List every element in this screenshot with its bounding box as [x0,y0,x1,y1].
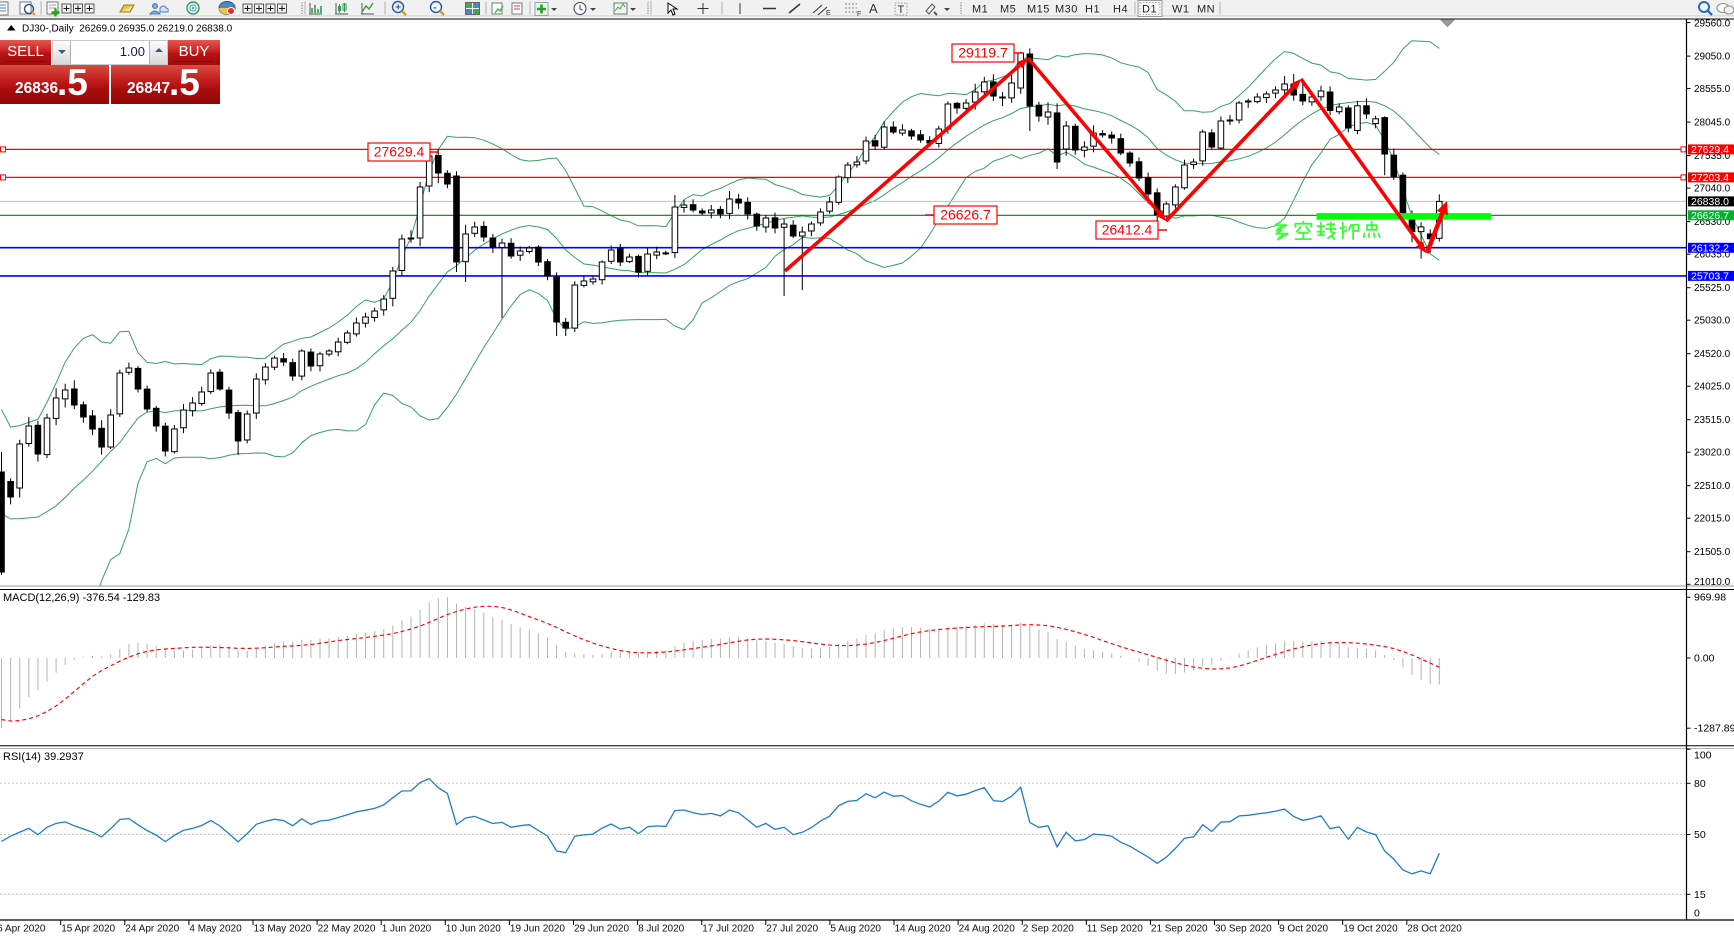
svg-text:27040.0: 27040.0 [1694,184,1731,195]
svg-text:T: T [898,4,905,16]
svg-text:29119.7: 29119.7 [958,45,1008,61]
svg-text:10 Jun 2020: 10 Jun 2020 [446,924,501,935]
svg-text:26132.2: 26132.2 [1691,243,1729,255]
svg-text:28045.0: 28045.0 [1694,118,1731,129]
svg-text:26412.4: 26412.4 [1102,222,1153,238]
svg-text:22 May 2020: 22 May 2020 [318,924,376,935]
svg-text:0.00: 0.00 [1694,653,1715,665]
svg-text:+: + [395,3,401,14]
svg-text:21010.0: 21010.0 [1694,577,1731,588]
svg-text:H1: H1 [1085,4,1100,16]
svg-text:-: - [433,3,436,14]
svg-text:27535.0: 27535.0 [1694,151,1731,162]
svg-text:30 Sep 2020: 30 Sep 2020 [1215,924,1272,935]
svg-text:8 Jul 2020: 8 Jul 2020 [638,924,685,935]
svg-text:9 Oct 2020: 9 Oct 2020 [1279,924,1328,935]
svg-text:25525.0: 25525.0 [1694,283,1731,294]
svg-text:969.98: 969.98 [1694,592,1726,604]
svg-text:DJ30-,Daily 26269.0 26935.0 2: DJ30-,Daily 26269.0 26935.0 26219.0 2683… [22,24,233,35]
svg-text:-1287.89: -1287.89 [1694,723,1734,735]
svg-text:17 Jul 2020: 17 Jul 2020 [702,924,754,935]
svg-text:24 Apr 2020: 24 Apr 2020 [125,924,179,935]
svg-text:21505.0: 21505.0 [1694,547,1731,558]
svg-text:11 Sep 2020: 11 Sep 2020 [1087,924,1143,935]
svg-text:26035.0: 26035.0 [1694,250,1731,261]
svg-text:22510.0: 22510.0 [1694,481,1731,492]
svg-text:6 Apr 2020: 6 Apr 2020 [0,924,46,935]
svg-text:15: 15 [1694,889,1706,901]
svg-text:MN: MN [1197,4,1215,16]
svg-text:RSI(14) 39.2937: RSI(14) 39.2937 [3,751,84,763]
svg-text:27629.4: 27629.4 [1691,144,1729,156]
svg-text:50: 50 [1694,829,1706,841]
svg-text:23020.0: 23020.0 [1694,448,1731,459]
svg-text:4 May 2020: 4 May 2020 [189,924,242,935]
svg-text:A: A [869,1,878,16]
svg-text:M15: M15 [1027,4,1050,16]
svg-text:24520.0: 24520.0 [1694,349,1731,360]
svg-text:25703.7: 25703.7 [1691,271,1729,283]
svg-text:28 Oct 2020: 28 Oct 2020 [1407,924,1462,935]
svg-text:M30: M30 [1055,4,1078,16]
svg-text:H4: H4 [1113,4,1128,16]
svg-text:5 Aug 2020: 5 Aug 2020 [830,924,881,935]
svg-text:2 Sep 2020: 2 Sep 2020 [1023,924,1075,935]
svg-text:21 Sep 2020: 21 Sep 2020 [1151,924,1208,935]
svg-text:25030.0: 25030.0 [1694,316,1731,327]
svg-text:14 Aug 2020: 14 Aug 2020 [895,924,952,935]
svg-text:26626.7: 26626.7 [1691,210,1729,222]
svg-text:29560.0: 29560.0 [1694,19,1731,30]
svg-text:100: 100 [1694,750,1712,762]
svg-text:26530.0: 26530.0 [1694,217,1731,228]
svg-text:29 Jun 2020: 29 Jun 2020 [574,924,629,935]
svg-text:19 Jun 2020: 19 Jun 2020 [510,924,565,935]
svg-text:22015.0: 22015.0 [1694,514,1731,525]
svg-text:29050.0: 29050.0 [1694,52,1731,63]
svg-text:M1: M1 [972,4,988,16]
svg-text:23515.0: 23515.0 [1694,415,1731,426]
svg-text:13 May 2020: 13 May 2020 [254,924,312,935]
svg-text:28555.0: 28555.0 [1694,84,1731,95]
svg-text:E: E [826,10,831,17]
svg-text:15 Apr 2020: 15 Apr 2020 [61,924,115,935]
svg-text:26626.7: 26626.7 [940,207,991,223]
svg-text:24025.0: 24025.0 [1694,382,1731,393]
svg-text:80: 80 [1694,778,1706,790]
svg-text:27629.4: 27629.4 [374,144,425,160]
svg-text:F: F [857,11,861,18]
svg-text:1 Jun 2020: 1 Jun 2020 [382,924,432,935]
svg-text:27203.4: 27203.4 [1691,172,1729,184]
svg-text:19 Oct 2020: 19 Oct 2020 [1343,924,1398,935]
svg-text:0: 0 [1694,908,1700,920]
svg-text:26838.0: 26838.0 [1691,196,1729,208]
svg-text:M5: M5 [1000,4,1016,16]
svg-text:24 Aug 2020: 24 Aug 2020 [959,924,1016,935]
svg-text:27 Jul 2020: 27 Jul 2020 [766,924,818,935]
svg-text:W1: W1 [1172,4,1190,16]
svg-text:MACD(12,26,9) -376.54 -129.83: MACD(12,26,9) -376.54 -129.83 [3,592,160,604]
svg-text:D1: D1 [1142,4,1157,16]
